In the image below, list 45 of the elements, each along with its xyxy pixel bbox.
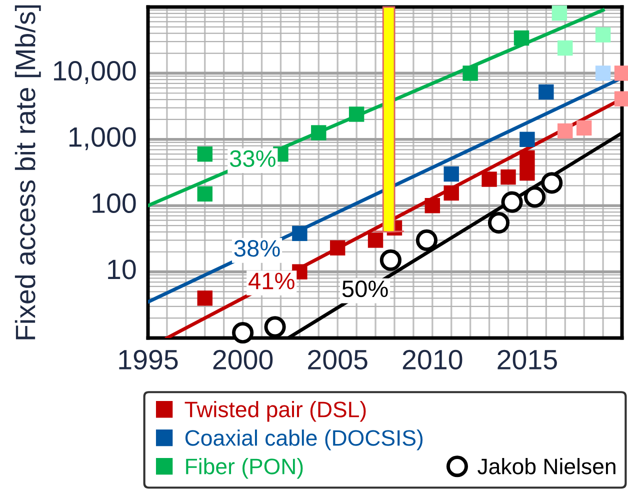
y-tick-label: 1,000 bbox=[70, 127, 136, 150]
point bbox=[500, 169, 516, 185]
point bbox=[520, 132, 535, 148]
x-tick-label: 2005 bbox=[308, 350, 368, 370]
point bbox=[348, 106, 364, 122]
point bbox=[595, 66, 611, 81]
y-tick-label: 10,000 bbox=[54, 60, 136, 84]
point bbox=[520, 165, 535, 181]
legend-label: Twisted pair (DSL) bbox=[184, 401, 366, 422]
x-tick-label: 2000 bbox=[213, 350, 273, 370]
point bbox=[595, 27, 611, 42]
y-tick-label: 10 bbox=[108, 260, 136, 280]
series-label: 41% bbox=[248, 272, 294, 290]
point bbox=[576, 120, 592, 136]
point bbox=[368, 232, 384, 248]
point bbox=[197, 146, 212, 162]
point bbox=[311, 125, 326, 140]
point bbox=[462, 66, 478, 81]
point bbox=[514, 30, 530, 46]
y-tick-label: 100 bbox=[92, 193, 136, 214]
series-label: 33% bbox=[230, 150, 276, 167]
point bbox=[520, 150, 535, 166]
point bbox=[424, 198, 440, 214]
series-label: 50% bbox=[342, 280, 388, 298]
point bbox=[552, 5, 568, 21]
point bbox=[558, 123, 573, 139]
point bbox=[197, 290, 212, 306]
legend-label: Coaxial cable (DOCSIS) bbox=[185, 430, 423, 450]
point bbox=[614, 91, 628, 106]
point bbox=[330, 240, 346, 256]
point bbox=[558, 40, 573, 56]
series-label: 38% bbox=[234, 240, 280, 257]
x-tick-label: 1995 bbox=[119, 350, 178, 370]
legend-label: Fiber (PON) bbox=[186, 458, 303, 479]
point bbox=[538, 84, 554, 100]
point bbox=[482, 172, 497, 187]
x-tick-label: 2010 bbox=[402, 350, 462, 370]
y-axis-title: Fixed access bit rate [Mb/s] bbox=[14, 5, 41, 340]
legend-label: Jakob Nielsen bbox=[478, 458, 616, 474]
point bbox=[444, 185, 459, 201]
point bbox=[292, 226, 308, 242]
x-tick-label: 2015 bbox=[498, 350, 557, 370]
point bbox=[614, 66, 628, 81]
point bbox=[444, 166, 459, 182]
point bbox=[197, 186, 212, 202]
